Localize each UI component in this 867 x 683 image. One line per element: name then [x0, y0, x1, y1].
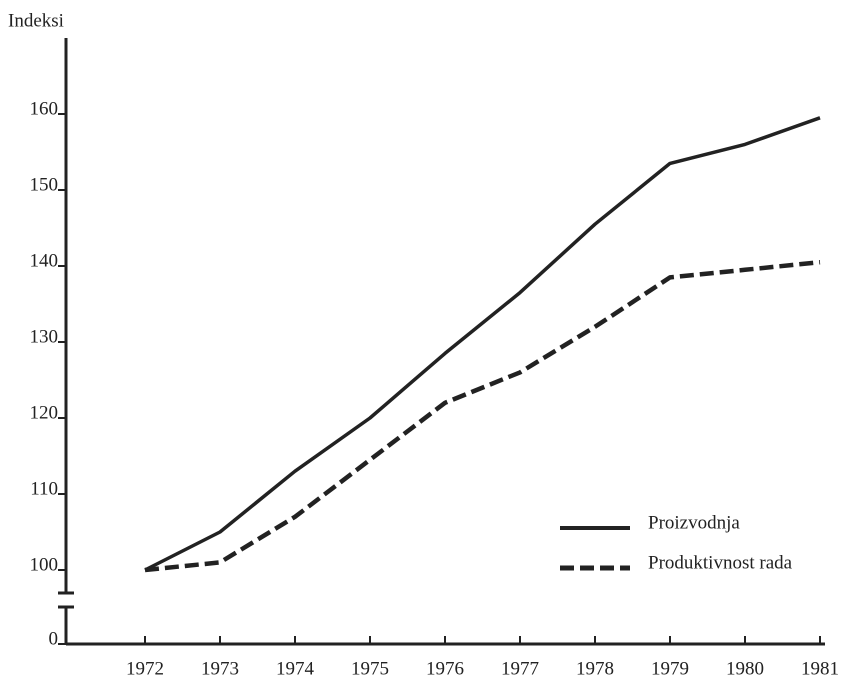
data-line	[144, 259, 821, 573]
data-line	[144, 116, 821, 572]
y-tick-label: 160	[30, 98, 59, 119]
x-tick-label: 1978	[576, 658, 614, 679]
x-tick-label: 1972	[126, 658, 164, 679]
x-tick-label: 1975	[351, 658, 389, 679]
y-tick-label: 120	[30, 402, 59, 423]
y-tick-label: 110	[30, 478, 58, 499]
x-tick-label: 1977	[501, 658, 539, 679]
legend-label: Produktivnost rada	[648, 552, 793, 573]
y-tick-label: 0	[49, 628, 59, 649]
y-tick-label: 130	[30, 326, 59, 347]
y-axis-label: Indeksi	[8, 10, 64, 31]
y-tick-label: 100	[30, 554, 59, 575]
x-tick-label: 1976	[426, 658, 464, 679]
y-tick-label: 150	[30, 174, 59, 195]
x-tick-label: 1981	[801, 658, 839, 679]
x-tick-label: 1974	[276, 658, 315, 679]
x-tick-label: 1980	[726, 658, 764, 679]
legend-label: Proizvodnja	[648, 512, 740, 533]
x-tick-label: 1979	[651, 658, 689, 679]
x-tick-label: 1973	[201, 658, 239, 679]
y-tick-label: 140	[30, 250, 59, 271]
